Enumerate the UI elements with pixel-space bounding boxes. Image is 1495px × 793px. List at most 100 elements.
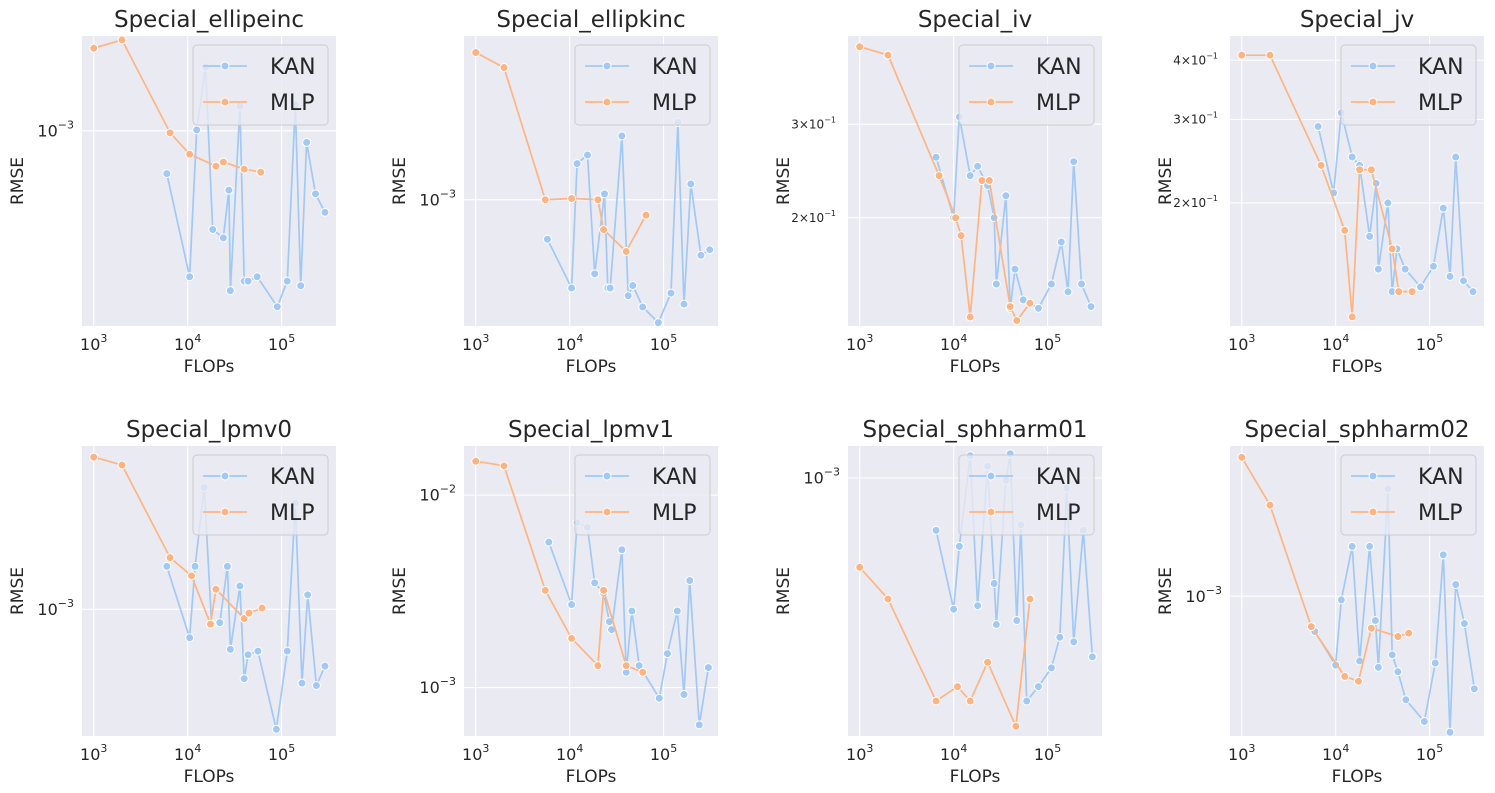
x-tick-exponent: 4	[960, 332, 967, 345]
legend-label: KAN	[270, 55, 316, 80]
data-point-kan	[320, 661, 330, 671]
x-axis-label: FLOPs	[566, 767, 617, 787]
data-point-mlp	[1407, 287, 1417, 297]
data-point-mlp	[1265, 50, 1275, 60]
legend-label: KAN	[270, 465, 316, 490]
data-point-mlp	[621, 661, 631, 671]
data-point-mlp	[165, 128, 175, 138]
data-point-mlp	[965, 312, 975, 322]
x-axis-label: FLOPs	[184, 767, 235, 787]
legend: KAN MLP	[574, 44, 711, 126]
chart-title: Special_sphharm02	[1245, 417, 1470, 443]
y-axis-label: RMSE	[1156, 157, 1176, 205]
legend-label: MLP	[1418, 501, 1463, 526]
data-point-mlp	[165, 553, 175, 563]
chart-panel: 103 104 1052×10−13×10−1KANMLPSpecial_ivFLO…	[774, 7, 1102, 377]
data-point-mlp	[1394, 287, 1404, 297]
y-axis-label: RMSE	[8, 567, 28, 615]
data-point-kan	[222, 561, 232, 571]
data-point-kan	[1419, 717, 1429, 727]
x-tick-base: 10	[80, 335, 100, 354]
x-tick-base: 10	[940, 335, 960, 354]
series-line-mlp	[1241, 54, 1412, 317]
legend: KAN MLP	[574, 454, 711, 536]
data-point-mlp	[638, 667, 648, 677]
x-tick-exponent: 3	[482, 332, 489, 345]
data-point-kan	[638, 302, 648, 312]
data-point-kan	[162, 169, 172, 179]
y-tick-base: 2×10	[1173, 196, 1206, 210]
data-point-kan	[1365, 541, 1375, 551]
data-point-mlp	[471, 456, 481, 466]
data-point-kan	[617, 131, 627, 141]
data-point-kan	[685, 575, 695, 585]
legend-swatch-marker	[986, 507, 996, 517]
chart-title: Special_lpmv0	[126, 417, 292, 443]
data-point-kan	[225, 286, 235, 296]
data-point-mlp	[934, 171, 944, 181]
data-point-kan	[686, 179, 696, 189]
y-tick-exponent: −1	[824, 209, 836, 218]
data-point-kan	[949, 604, 959, 614]
y-tick-label: 2×10−1	[791, 209, 836, 225]
data-point-kan	[653, 318, 663, 328]
x-tick-label: 105	[268, 742, 295, 764]
data-point-kan	[1383, 198, 1393, 208]
y-tick-base: 4×10	[1173, 53, 1206, 67]
legend-swatch-marker	[602, 61, 612, 71]
x-tick-label: 104	[1322, 742, 1349, 764]
x-tick-base: 10	[174, 745, 194, 764]
data-point-kan	[208, 225, 218, 235]
series-line-mlp	[475, 51, 647, 253]
data-point-kan	[654, 693, 664, 703]
legend: KAN MLP	[1340, 44, 1477, 126]
y-tick-base: 3×10	[791, 117, 824, 131]
data-point-mlp	[977, 176, 987, 186]
y-tick-label: 10−3	[419, 187, 456, 209]
data-point-kan	[1010, 264, 1020, 274]
data-point-kan	[1033, 682, 1043, 692]
data-point-kan	[991, 279, 1001, 289]
y-tick-exponent: −1	[1206, 111, 1218, 120]
x-tick-exponent: 5	[670, 742, 677, 755]
data-point-mlp	[953, 682, 963, 692]
data-point-kan	[282, 646, 292, 656]
x-tick-base: 10	[1322, 335, 1342, 354]
data-point-kan	[320, 207, 330, 217]
data-point-kan	[1022, 696, 1032, 706]
x-tick-exponent: 5	[288, 742, 295, 755]
y-tick-label: 4×10−1	[1173, 51, 1218, 67]
x-tick-label: 103	[80, 332, 107, 354]
x-tick-label: 103	[462, 742, 489, 764]
x-tick-label: 104	[556, 332, 583, 354]
data-point-mlp	[931, 696, 941, 706]
y-tick-base: 3×10	[1173, 113, 1206, 127]
y-axis-label: RMSE	[390, 157, 410, 205]
x-axis-label: FLOPs	[950, 357, 1001, 377]
data-point-mlp	[1025, 298, 1035, 308]
y-tick-label: 10−3	[803, 466, 840, 488]
data-point-mlp	[1366, 623, 1376, 633]
data-point-kan	[297, 678, 307, 688]
data-point-mlp	[1011, 721, 1021, 731]
y-tick-label: 10−3	[419, 675, 456, 697]
data-point-mlp	[185, 149, 195, 159]
data-point-kan	[583, 150, 593, 160]
data-point-kan	[1033, 303, 1043, 313]
data-point-kan	[1468, 287, 1478, 297]
data-point-kan	[192, 125, 202, 135]
data-point-mlp	[1393, 631, 1403, 641]
x-axis-label: FLOPs	[950, 767, 1001, 787]
legend-swatch-marker	[1368, 471, 1378, 481]
data-point-kan	[672, 606, 682, 616]
legend-swatch-marker	[986, 97, 996, 107]
legend: KAN MLP	[958, 44, 1095, 126]
data-point-kan	[705, 245, 715, 255]
x-tick-label: 104	[940, 742, 967, 764]
y-tick-exponent: −3	[440, 187, 456, 200]
x-tick-exponent: 3	[866, 332, 873, 345]
data-point-kan	[239, 674, 249, 684]
x-axis-label: FLOPs	[1332, 767, 1383, 787]
data-point-mlp	[1340, 671, 1350, 681]
